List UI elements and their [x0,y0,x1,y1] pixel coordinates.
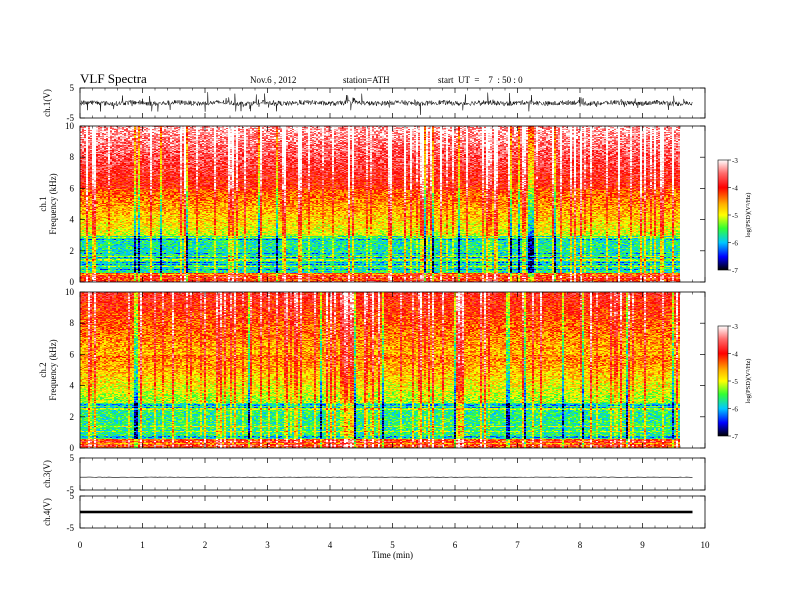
y-tick-label: 10 [65,287,75,297]
colorbar-label: log(PSD)(V²/Hz) [745,359,752,404]
y-axis-label: ch.4(V) [42,498,52,526]
colorbar-tick-label: -3 [732,157,738,165]
y-axis-label-line: ch.1(V) [42,89,52,117]
x-axis-label: Time (min) [372,550,413,560]
x-tick-label: 7 [515,540,520,550]
x-tick-label: 1 [140,540,145,550]
y-axis-label-line: ch.3(V) [42,460,52,488]
header-station: station=ATH [343,75,390,85]
colorbar-label: log(PSD)(V²/Hz) [745,193,752,238]
y-tick-label: 8 [70,152,75,162]
y-axis-label-line: ch.1 [38,196,48,211]
y-axis-label-line: ch.2 [38,362,48,377]
x-tick-label: 3 [265,540,270,550]
colorbar-tick-label: -7 [732,267,738,275]
colorbar-tick-label: -6 [732,406,738,414]
y-axis-label: ch.2Frequency (kHz) [38,339,58,400]
ch2-spectrogram-image [80,292,692,448]
x-tick-label: 6 [453,540,458,550]
y-tick-label: 6 [70,349,75,359]
y-tick-label: 2 [70,246,75,256]
colorbar-tick-label: -4 [732,351,738,359]
y-axis-label: ch.1Frequency (kHz) [38,173,58,234]
y-tick-label: 0 [70,277,75,287]
x-tick-label: 5 [390,540,395,550]
colorbar-scale [717,159,729,271]
y-axis-label: ch.1(V) [42,89,52,117]
y-tick-label: 5 [70,453,75,463]
y-tick-label: 10 [65,121,75,131]
y-tick-label: -5 [67,113,75,123]
colorbar-tick-label: -7 [732,433,738,441]
colorbar-tick-label: -3 [732,323,738,331]
y-tick-label: -5 [67,485,75,495]
y-tick-label: 4 [70,215,75,225]
y-tick-label: 8 [70,318,75,328]
y-tick-label: 0 [70,443,75,453]
colorbar-tick-label: -5 [732,212,738,220]
ch1-signal-trace [79,92,693,115]
y-tick-label: 2 [70,412,75,422]
x-tick-label: 4 [328,540,333,550]
y-tick-label: 5 [70,491,75,501]
x-tick-label: 2 [203,540,208,550]
header-start-time: start UT = 7 : 50 : 0 [438,75,523,85]
y-axis-label: ch.3(V) [42,460,52,488]
ch1-colorbar: -3 -4 -5 -6 -7 log(PSD)(V²/Hz) [717,157,752,275]
y-tick-label: 6 [70,183,75,193]
colorbar-tick-label: -6 [732,240,738,248]
header-date: Nov.6 , 2012 [250,75,296,85]
colorbar-tick-label: -4 [732,185,738,193]
chart-title: VLF Spectra [80,71,147,86]
y-axis-label-line: Frequency (kHz) [48,339,58,400]
y-axis-label-line: ch.4(V) [42,498,52,526]
x-tick-label: 10 [701,540,711,550]
ch2-colorbar: -3 -4 -5 -6 -7 log(PSD)(V²/Hz) [717,323,752,441]
colorbar-tick-label: -5 [732,378,738,386]
x-tick-label: 0 [78,540,83,550]
x-tick-label: 8 [578,540,583,550]
ch1-spectrogram-image [80,126,692,282]
x-tick-label: 9 [640,540,645,550]
y-tick-label: 4 [70,381,75,391]
y-axis-label-line: Frequency (kHz) [48,173,58,234]
y-tick-label: -5 [67,523,75,533]
y-tick-label: 5 [70,83,75,93]
ch4-signal-trace [80,510,693,514]
colorbar-scale [717,325,729,437]
